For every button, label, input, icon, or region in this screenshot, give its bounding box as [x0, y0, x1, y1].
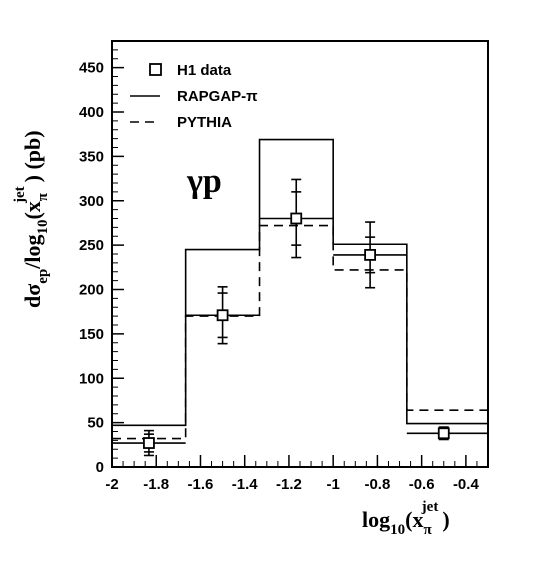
y-tick-label: 100 [79, 370, 104, 387]
x-tick-label: -0.4 [453, 476, 480, 493]
y-tick-label: 350 [79, 148, 104, 165]
data-points-layer [112, 178, 488, 457]
x-tick-label: -0.8 [364, 476, 390, 493]
y-tick-label: 400 [79, 104, 104, 121]
x-tick-label: -1.8 [143, 476, 169, 493]
legend-label: H1 data [177, 62, 232, 79]
plot-frame [111, 40, 489, 468]
x-tick-label: -1.6 [188, 476, 214, 493]
y-tick-label: 200 [79, 282, 104, 299]
y-axis-title: dσep/log10(xπjet) (pb) [12, 130, 51, 308]
axes-layer: -2 -1.8 -1.6 -1.4 -1.2 -1 -0.8 -0.6 -0.4 0 50 100 15… [79, 40, 489, 493]
x-axis-title: log10(xπjet) [362, 499, 450, 538]
legend-label: RAPGAP-π [177, 88, 258, 105]
y-tick-label: 450 [79, 60, 104, 77]
y-tick-label: 150 [79, 326, 104, 343]
data-point-marker [290, 212, 303, 225]
y-axis-title-group: dσep/log10(xπjet) (pb) [12, 130, 51, 308]
legend-label: PYTHIA [177, 114, 232, 131]
rapgap-histogram [112, 138, 488, 427]
panel-label: γp [186, 163, 222, 200]
legend-marker-data [149, 63, 162, 76]
x-tick-label: -1 [327, 476, 340, 493]
data-point-marker [143, 437, 155, 449]
legend: H1 data RAPGAP-π PYTHIA [130, 62, 258, 131]
data-point-marker [364, 248, 377, 261]
x-tick-label: -0.6 [409, 476, 435, 493]
histogram-layer [112, 138, 488, 440]
y-tick-label: 50 [87, 415, 104, 432]
x-tick-label: -2 [105, 476, 118, 493]
data-point-marker [216, 309, 229, 322]
data-point-marker [437, 427, 450, 440]
y-tick-label: 0 [96, 459, 104, 476]
y-tick-label: 250 [79, 237, 104, 254]
x-tick-label: -1.4 [232, 476, 259, 493]
y-tick-label: 300 [79, 193, 104, 210]
x-tick-label: -1.2 [276, 476, 302, 493]
